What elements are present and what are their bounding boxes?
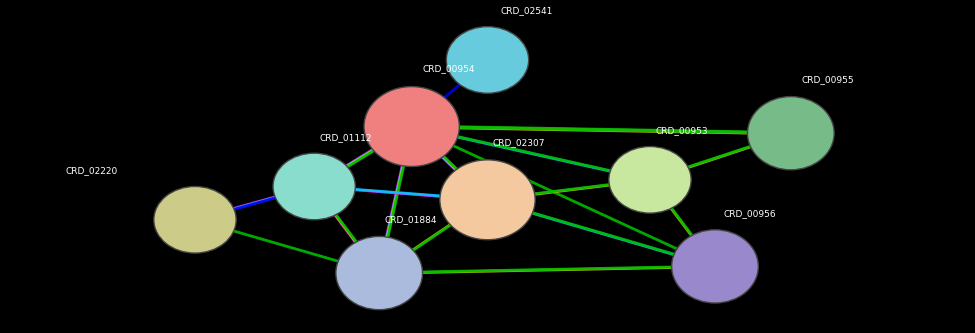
Ellipse shape (154, 186, 236, 253)
Text: CRD_01884: CRD_01884 (384, 215, 437, 224)
Ellipse shape (364, 87, 459, 166)
Ellipse shape (608, 147, 691, 213)
Ellipse shape (335, 236, 422, 310)
Ellipse shape (672, 230, 759, 303)
Text: CRD_02541: CRD_02541 (500, 6, 553, 15)
Text: CRD_02307: CRD_02307 (493, 138, 545, 147)
Ellipse shape (440, 160, 535, 240)
Ellipse shape (273, 153, 355, 220)
Text: CRD_00955: CRD_00955 (801, 76, 854, 85)
Text: CRD_00954: CRD_00954 (422, 65, 475, 74)
Text: CRD_01112: CRD_01112 (320, 133, 372, 142)
Text: CRD_02220: CRD_02220 (65, 166, 117, 175)
Ellipse shape (748, 97, 835, 170)
Ellipse shape (447, 27, 528, 93)
Text: CRD_00953: CRD_00953 (655, 127, 708, 136)
Text: CRD_00956: CRD_00956 (723, 209, 776, 218)
